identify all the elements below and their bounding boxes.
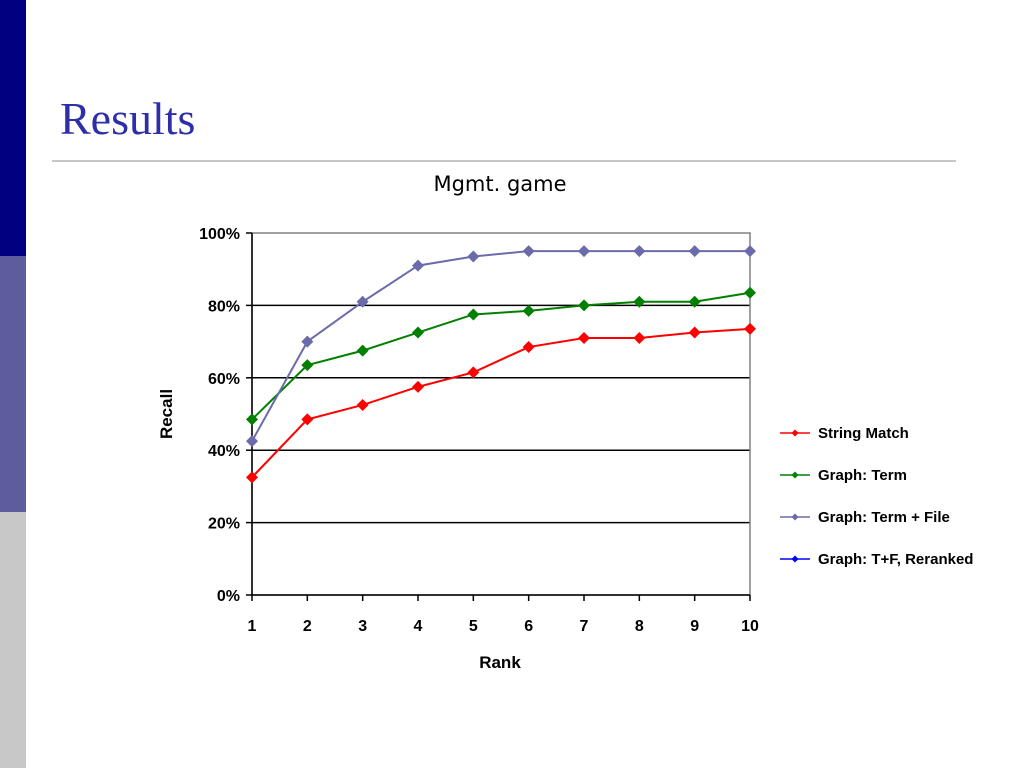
title-divider [52,160,956,162]
y-tick-label: 100% [199,226,240,243]
data-point [633,331,646,344]
data-point [356,344,369,357]
data-point [356,398,369,411]
x-tick-label: 1 [248,618,257,635]
y-tick-label: 60% [208,371,240,388]
legend-label: Graph: T+F, Reranked [818,551,973,568]
data-point [412,259,424,272]
data-point [356,295,369,308]
data-point [412,326,424,339]
data-point [578,245,590,258]
data-point [301,359,314,372]
series-layer [246,245,756,484]
series-line [251,291,751,421]
data-point [246,413,258,426]
data-point [522,341,535,354]
axes: 0% 20% 40% 60% 80% 100% 1 2 3 4 5 6 7 8 9 10 [199,226,759,635]
data-point [744,322,756,335]
legend-item: String Match [780,425,909,442]
x-tick-label: 3 [358,618,367,635]
legend: String Match Graph: Term Graph: Term + Fil… [780,425,973,568]
x-tick-label: 9 [690,618,699,635]
y-tick-label: 40% [208,443,240,460]
data-point [246,471,258,484]
sidebar-band-middle [0,256,26,512]
x-tick-label: 10 [741,618,759,635]
slide-title: Results [60,93,196,144]
data-point [688,245,701,258]
data-point [301,335,314,348]
x-tick-label: 2 [303,618,312,635]
series-string-match [246,322,756,484]
gridlines [252,304,750,524]
x-tick-label: 5 [469,618,478,635]
data-point [412,380,424,393]
data-point [744,245,756,258]
x-tick-label: 7 [580,618,589,635]
legend-swatch-marker [791,513,799,521]
series-line [251,250,750,442]
legend-swatch-marker [791,429,799,437]
data-point [522,304,535,317]
x-tick-label: 8 [635,618,644,635]
data-point [688,326,701,339]
sidebar-band-top [0,0,26,256]
y-tick-label: 0% [217,588,240,605]
series-graph-term [246,286,756,426]
data-point [633,245,646,258]
legend-swatch-marker [791,555,799,563]
data-point [467,250,480,263]
data-point [246,435,258,448]
x-tick-label: 4 [414,618,423,635]
data-point [688,295,701,308]
y-tick-label: 20% [208,516,240,533]
y-tick-label: 80% [208,298,240,315]
y-axis-label: Recall [157,389,176,439]
sidebar-decoration [0,0,26,768]
legend-label: String Match [818,425,909,442]
legend-label: Graph: Term [818,467,907,484]
sidebar-band-bottom [0,512,26,768]
legend-item: Graph: Term + File [780,509,950,526]
data-point [467,366,480,379]
data-point [633,295,646,308]
x-tick-label: 6 [524,618,533,635]
legend-item: Graph: T+F, Reranked [780,551,973,568]
legend-label: Graph: Term + File [818,509,950,526]
chart-title: Mgmt. game [433,172,567,196]
series-graph-term-file [246,245,756,448]
data-point [744,286,756,299]
data-point [301,413,314,426]
legend-swatch-marker [791,471,799,479]
data-point [578,299,590,312]
data-point [578,331,590,344]
legend-item: Graph: Term [780,467,907,484]
x-axis-label: Rank [479,653,521,672]
data-point [467,308,480,321]
series-line [251,327,751,479]
data-point [522,245,535,258]
